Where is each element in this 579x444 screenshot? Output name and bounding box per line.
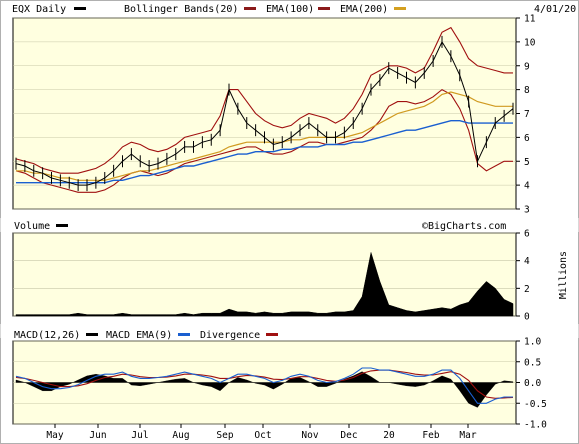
volume-panel: Volume ©BigCharts.com 0 2 4 6 Millions — [0, 218, 579, 323]
volume-swatch — [56, 224, 68, 227]
macd-line — [15, 367, 513, 404]
macd-tick-label: -0.5 — [524, 399, 547, 410]
macd-ema-legend-label: MACD EMA(9) — [106, 330, 172, 341]
price-tick-label: 7 — [524, 109, 530, 120]
divergence-histogram — [15, 371, 514, 408]
header-date: 4/01/20 — [534, 4, 576, 15]
x-tick-label: May — [46, 430, 63, 441]
price-tick-label: 3 — [524, 205, 530, 216]
macd-header-band — [0, 324, 579, 338]
volume-tick-label: 2 — [524, 284, 530, 295]
macd-y-ticks: 1.0 0.5 0.0 -0.5 -1.0 — [516, 337, 547, 431]
divergence-legend-swatch — [266, 333, 278, 336]
ema200-line — [16, 120, 513, 184]
header-legend: EQX Daily Bollinger Bands(20) EMA(100) E… — [12, 4, 576, 15]
macd-panel: MACD(12,26) MACD EMA(9) Divergence 1.0 0.… — [0, 324, 579, 431]
symbol-swatch — [74, 7, 86, 10]
macd-legend-swatch — [86, 333, 98, 336]
legend-ema200-label: EMA(200) — [340, 4, 388, 15]
x-tick-label: 20 — [383, 430, 395, 441]
price-tick-label: 8 — [524, 85, 530, 96]
x-axis: May Jun Jul Aug Sep Oct Nov Dec 20 Feb Mar — [46, 424, 477, 441]
legend-ema200-swatch — [394, 7, 406, 10]
x-tick-label: Aug — [172, 430, 189, 441]
volume-y-ticks: 0 2 4 6 — [516, 229, 530, 323]
x-tick-label: Dec — [340, 430, 357, 441]
macd-tick-label: 0.5 — [524, 357, 541, 368]
price-tick-label: 9 — [524, 61, 530, 72]
price-y-ticks: 3 4 5 6 7 8 9 10 11 — [516, 14, 536, 216]
bollinger-upper-line — [15, 26, 513, 174]
price-grid — [13, 17, 516, 210]
x-tick-label: Jul — [131, 430, 148, 441]
price-bars — [15, 35, 514, 192]
price-tick-label: 5 — [524, 157, 530, 168]
legend-ema100-swatch — [318, 7, 330, 10]
legend-ema100-label: EMA(100) — [266, 4, 314, 15]
price-panel: 3 4 5 6 7 8 9 10 11 — [12, 14, 536, 216]
price-tick-label: 10 — [524, 37, 536, 48]
macd-tick-label: 1.0 — [524, 337, 541, 348]
x-tick-label: Oct — [254, 430, 271, 441]
watermark: ©BigCharts.com — [422, 221, 506, 232]
volume-label: Volume — [14, 221, 50, 232]
symbol-label: EQX Daily — [12, 4, 66, 15]
legend-bollinger-swatch — [244, 7, 256, 10]
volume-tick-label: 4 — [524, 256, 530, 267]
volume-axis-title: Millions — [558, 251, 569, 299]
x-tick-label: Nov — [301, 430, 318, 441]
volume-tick-label: 6 — [524, 229, 530, 240]
x-tick-label: Mar — [459, 430, 476, 441]
macd-ema-legend-swatch — [178, 333, 190, 336]
macd-tick-label: -1.0 — [524, 420, 547, 431]
macd-legend-label: MACD(12,26) — [14, 330, 80, 341]
volume-area — [15, 252, 514, 317]
price-tick-label: 11 — [524, 14, 536, 25]
x-tick-label: Jun — [89, 430, 106, 441]
x-tick-label: Sep — [216, 430, 233, 441]
price-tick-label: 4 — [524, 181, 530, 192]
volume-plot-area — [12, 232, 517, 317]
volume-header-band — [0, 218, 579, 232]
macd-tick-label: 0.0 — [524, 378, 541, 389]
volume-tick-label: 0 — [524, 312, 530, 323]
x-tick-label: Feb — [422, 430, 439, 441]
price-tick-label: 6 — [524, 133, 530, 144]
legend-bollinger-label: Bollinger Bands(20) — [124, 4, 238, 15]
divergence-legend-label: Divergence — [200, 330, 260, 341]
